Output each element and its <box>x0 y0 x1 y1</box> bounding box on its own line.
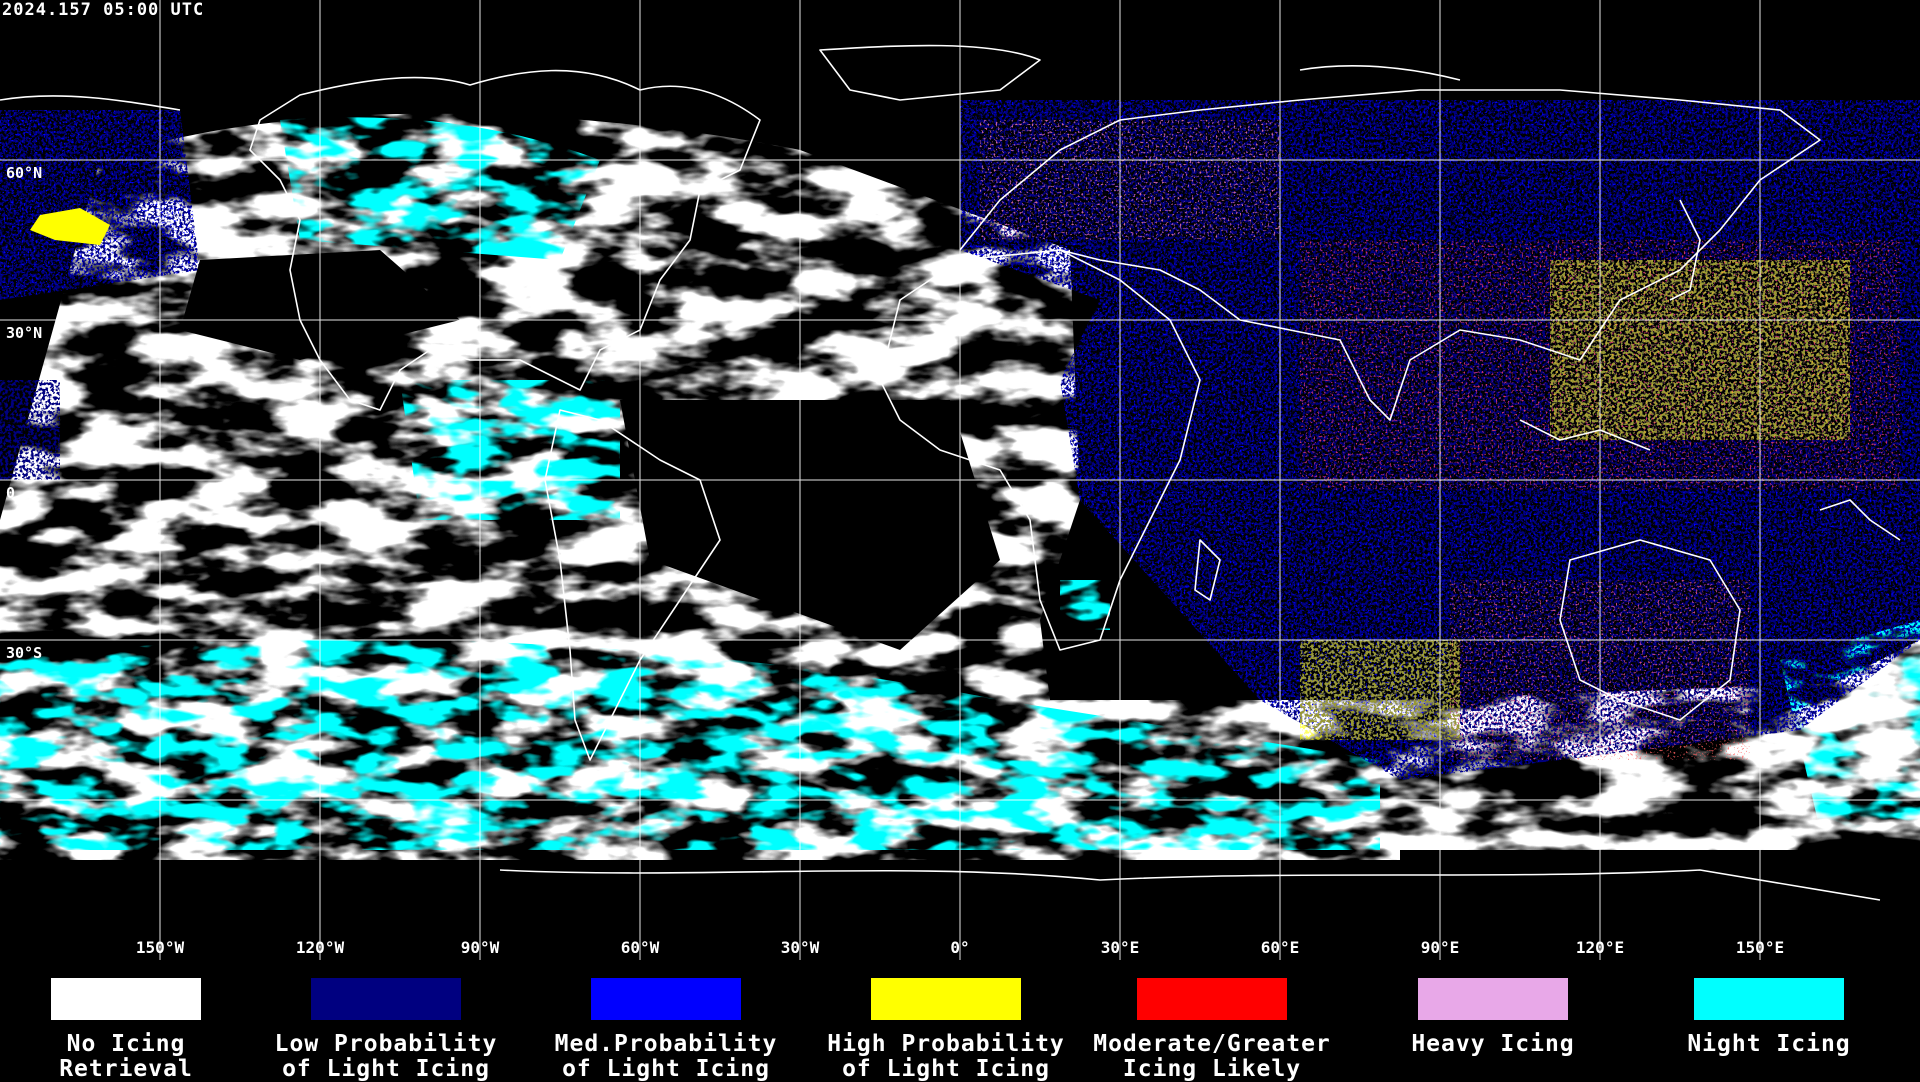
lat-lon-grid <box>0 0 1920 960</box>
lat-label: 30°N <box>6 324 43 342</box>
lon-label: 60°E <box>1260 938 1300 957</box>
legend-swatch <box>51 978 201 1020</box>
legend-item-moderate-greater: Moderate/Greater Icing Likely <box>1077 978 1347 1082</box>
legend-swatch <box>591 978 741 1020</box>
icing-map <box>0 0 1920 960</box>
legend-label: Moderate/Greater Icing Likely <box>1093 1031 1331 1082</box>
lat-label: 0 <box>6 484 16 502</box>
legend-label: Med.Probability of Light Icing <box>554 1031 778 1082</box>
high-probability-patch <box>30 208 110 245</box>
coastlines <box>0 44 1901 901</box>
lon-label: 30°E <box>1100 938 1140 957</box>
legend: No Icing Retrieval Low Probability of Li… <box>0 962 1920 1082</box>
legend-item-night-icing: Night Icing <box>1634 978 1904 1057</box>
lon-label: 150°E <box>1735 938 1785 957</box>
legend-swatch <box>1137 978 1287 1020</box>
lon-label: 90°W <box>460 938 500 957</box>
legend-label: No Icing Retrieval <box>59 1031 193 1082</box>
legend-label: Heavy Icing <box>1411 1031 1575 1057</box>
legend-item-no-icing: No Icing Retrieval <box>0 978 261 1082</box>
legend-swatch <box>1694 978 1844 1020</box>
legend-swatch <box>1418 978 1568 1020</box>
lon-label: 90°E <box>1420 938 1460 957</box>
night-icing-field <box>0 117 1920 850</box>
lon-label: 30°W <box>780 938 820 957</box>
lon-label: 60°W <box>620 938 660 957</box>
legend-swatch <box>311 978 461 1020</box>
legend-label: High Probability of Light Icing <box>827 1031 1065 1082</box>
legend-item-low-probability: Low Probability of Light Icing <box>251 978 521 1082</box>
timestamp: 2024.157 05:00 UTC <box>2 0 205 20</box>
lat-label: 60°N <box>6 164 43 182</box>
lat-label: 30°S <box>6 644 43 662</box>
legend-item-heavy-icing: Heavy Icing <box>1358 978 1628 1057</box>
lon-label: 0° <box>950 938 970 957</box>
lon-label: 150°W <box>135 938 185 957</box>
map-canvas <box>0 0 1920 960</box>
legend-label: Night Icing <box>1687 1031 1851 1057</box>
legend-swatch <box>871 978 1021 1020</box>
legend-item-high-probability: High Probability of Light Icing <box>811 978 1081 1082</box>
lon-label: 120°E <box>1575 938 1625 957</box>
legend-label: Low Probability of Light Icing <box>274 1031 498 1082</box>
legend-item-med-probability: Med.Probability of Light Icing <box>531 978 801 1082</box>
lon-label: 120°W <box>295 938 345 957</box>
